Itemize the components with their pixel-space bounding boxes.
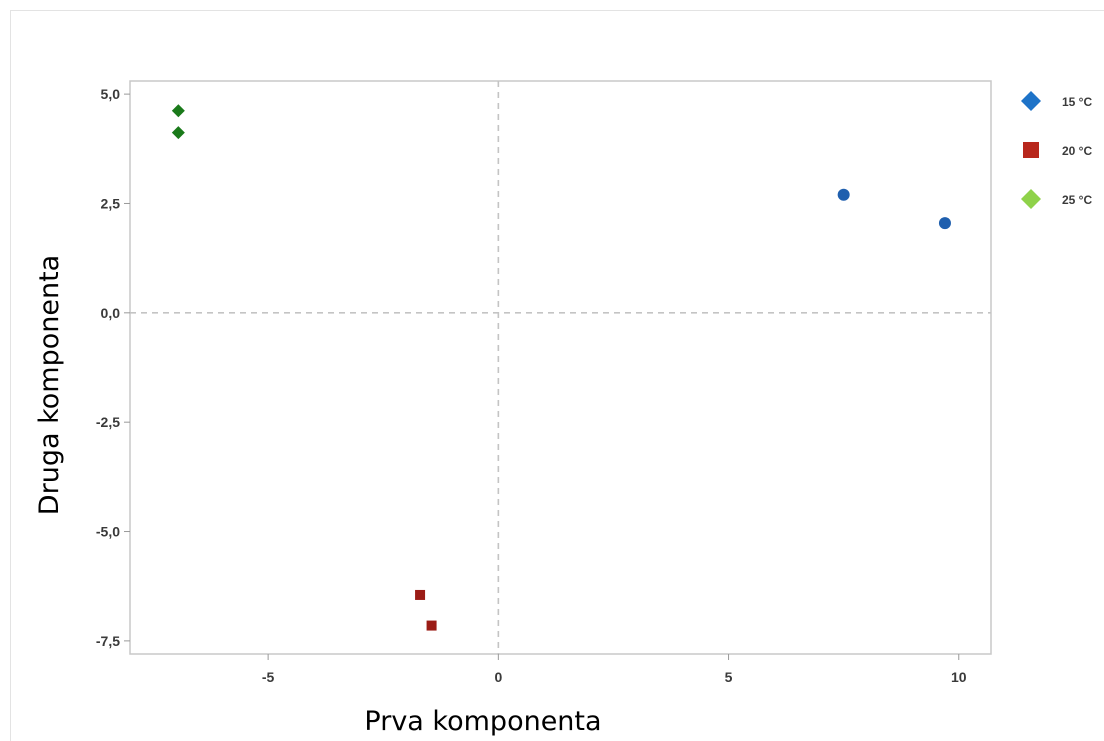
legend-marker <box>1021 189 1041 209</box>
data-point <box>837 188 850 201</box>
x-axis-title: Prva komponenta <box>364 706 601 737</box>
y-tick-label: 2,5 <box>101 195 121 211</box>
data-points <box>171 104 951 631</box>
x-axis-ticks: -5 0 5 10 <box>262 654 967 685</box>
data-point <box>426 620 437 631</box>
legend-label: 15 °C <box>1062 95 1092 109</box>
data-point <box>415 589 426 600</box>
data-point <box>938 217 951 230</box>
legend-label: 20 °C <box>1062 144 1092 158</box>
x-tick-label: 0 <box>494 669 502 685</box>
legend-label: 25 °C <box>1062 193 1092 207</box>
figure-frame <box>10 10 1104 741</box>
plot-area <box>129 80 992 655</box>
legend-marker <box>1023 142 1039 158</box>
x-tick-label: 5 <box>725 669 733 685</box>
x-tick-label: 10 <box>951 669 967 685</box>
legend: 15 °C 20 °C 25 °C <box>1021 91 1092 209</box>
reference-lines <box>130 81 991 654</box>
y-axis-title: Druga komponenta <box>34 255 65 515</box>
legend-marker <box>1021 91 1041 111</box>
y-axis-ticks: 5,0 2,5 0,0 -2,5 -5,0 -7,5 <box>96 86 130 649</box>
y-tick-label: 5,0 <box>101 86 121 102</box>
data-point <box>171 104 185 118</box>
y-tick-label: -2,5 <box>96 414 120 430</box>
y-tick-label: -7,5 <box>96 633 120 649</box>
data-point <box>171 126 185 140</box>
y-tick-label: -5,0 <box>96 524 120 540</box>
x-tick-label: -5 <box>262 669 275 685</box>
y-tick-label: 0,0 <box>101 305 121 321</box>
